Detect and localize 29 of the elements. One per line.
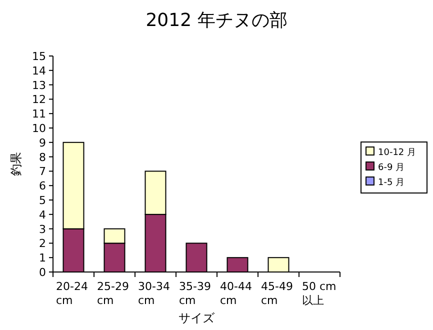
legend-label: 10-12 月	[378, 148, 416, 158]
y-tick-label: 3	[39, 222, 46, 236]
y-tick-label: 1	[39, 252, 46, 265]
y-tick-label: 14	[32, 64, 46, 78]
x-tick-label: 50 cm 以上	[302, 280, 336, 307]
x-tick-label: 25-29 cm	[97, 280, 129, 307]
y-tick-label: 15	[32, 50, 46, 63]
y-tick-label: 7	[39, 165, 46, 178]
chart-title: 2012 年チヌの部	[146, 10, 288, 31]
y-tick-label: 4	[39, 208, 46, 222]
y-tick-label: 6	[39, 180, 46, 193]
x-tick-label: 40-44 cm	[220, 280, 252, 307]
y-tick-label: 5	[39, 194, 46, 207]
x-axis-title: サイズ	[178, 311, 216, 325]
y-tick-label: 13	[32, 78, 46, 92]
legend-label: 6-9 月	[378, 163, 405, 173]
x-tick-label: 30-34 cm	[138, 280, 170, 307]
x-tick-label: 45-49 cm	[261, 280, 293, 307]
y-tick-label: 10	[32, 122, 46, 135]
y-tick-label: 9	[39, 136, 46, 150]
y-tick-label: 2	[39, 237, 46, 250]
y-tick-label: 12	[32, 93, 46, 106]
legend-label: 1-5 月	[378, 178, 405, 188]
y-tick-label: 0	[39, 266, 46, 279]
y-tick-label: 8	[39, 150, 46, 164]
x-tick-label: 20-24 cm	[56, 280, 88, 307]
y-tick-label: 11	[32, 108, 46, 121]
x-tick-label: 35-39 cm	[179, 280, 211, 307]
y-axis-title: 釣果	[9, 152, 23, 176]
